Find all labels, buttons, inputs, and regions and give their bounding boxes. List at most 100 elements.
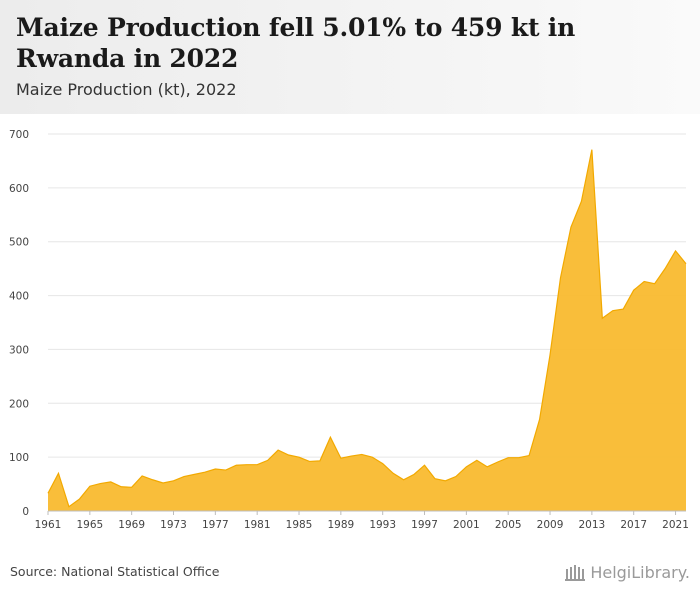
data-point: [674, 250, 676, 252]
x-tick-label: 2017: [620, 519, 647, 531]
data-point: [340, 457, 342, 459]
data-point: [633, 289, 635, 291]
area-series-line: [47, 149, 687, 508]
x-tick-label: 1961: [35, 519, 62, 531]
data-point: [319, 460, 321, 462]
data-point: [120, 486, 122, 488]
data-point: [455, 475, 457, 477]
x-tick-label: 1985: [286, 519, 313, 531]
data-point: [204, 471, 206, 473]
data-point: [381, 462, 383, 464]
y-tick-label: 600: [9, 183, 29, 195]
data-point: [256, 463, 258, 465]
data-point: [89, 485, 91, 487]
data-point: [287, 454, 289, 456]
data-point: [246, 463, 248, 465]
chart-subtitle: Maize Production (kt), 2022: [16, 80, 237, 99]
x-tick-label: 2013: [579, 519, 606, 531]
x-tick-label: 2021: [662, 519, 689, 531]
data-point: [392, 472, 394, 474]
data-point: [371, 456, 373, 458]
data-point: [99, 482, 101, 484]
data-point: [361, 453, 363, 455]
data-point: [308, 460, 310, 462]
data-point: [423, 464, 425, 466]
data-point: [298, 456, 300, 458]
data-point: [266, 459, 268, 461]
x-tick-label: 1965: [76, 519, 103, 531]
data-point: [497, 461, 499, 463]
data-point: [580, 200, 582, 202]
data-point: [193, 473, 195, 475]
data-point: [57, 472, 59, 474]
y-tick-label: 200: [9, 398, 29, 410]
x-tick-label: 2009: [537, 519, 564, 531]
y-tick-label: 500: [9, 237, 29, 249]
y-tick-label: 700: [9, 129, 29, 141]
data-point: [507, 456, 509, 458]
y-tick-label: 400: [9, 291, 29, 303]
data-point: [643, 280, 645, 282]
data-point: [653, 283, 655, 285]
x-tick-label: 2005: [495, 519, 522, 531]
logo-text: HelgiLibrary.: [590, 562, 690, 582]
data-point: [47, 492, 49, 494]
source-note: Source: National Statistical Office: [10, 564, 220, 579]
data-point: [172, 480, 174, 482]
data-point: [601, 317, 603, 319]
x-tick-label: 2001: [453, 519, 480, 531]
x-tick-label: 1989: [327, 519, 354, 531]
data-point: [465, 466, 467, 468]
x-tick-label: 1969: [118, 519, 145, 531]
data-point: [277, 449, 279, 451]
chart-area: 0 100 200 300 400 500 600 700 1961 1965 1969 1973 19…: [0, 114, 700, 554]
data-point: [162, 482, 164, 484]
area-series: [48, 149, 686, 511]
data-point: [214, 468, 216, 470]
data-point: [434, 477, 436, 479]
header: Maize Production fell 5.01% to 459 kt in…: [0, 0, 700, 114]
area-chart: 0 100 200 300 400 500 600 700 1961 1965 1969 1973 19…: [9, 129, 689, 531]
data-point: [612, 309, 614, 311]
library-building-icon: [565, 565, 586, 581]
data-point: [141, 475, 143, 477]
chart-title: Maize Production fell 5.01% to 459 kt in…: [16, 13, 576, 73]
data-point: [549, 354, 551, 356]
data-point: [486, 466, 488, 468]
data-point: [559, 277, 561, 279]
x-tick-label: 1981: [244, 519, 271, 531]
helgi-library-logo[interactable]: HelgiLibrary.: [564, 561, 690, 583]
x-tick-label: 1977: [202, 519, 229, 531]
data-point: [685, 263, 687, 265]
y-tick-label: 300: [9, 344, 29, 356]
data-point: [110, 481, 112, 483]
data-point: [476, 459, 478, 461]
data-point: [78, 498, 80, 500]
data-point: [413, 473, 415, 475]
grid-layer: [48, 133, 686, 512]
data-point: [151, 479, 153, 481]
data-point: [130, 486, 132, 488]
data-point: [622, 308, 624, 310]
data-point: [183, 475, 185, 477]
data-point: [235, 464, 237, 466]
data-point: [402, 479, 404, 481]
data-point: [225, 469, 227, 471]
data-point: [538, 418, 540, 420]
y-tick-label: 100: [9, 452, 29, 464]
area-layer: [47, 148, 687, 511]
data-point: [68, 505, 70, 507]
data-point: [350, 455, 352, 457]
axis-layer: 0 100 200 300 400 500 600 700 1961 1965 1969 1973 19…: [9, 129, 689, 531]
data-point: [591, 148, 593, 150]
x-tick-label: 1973: [160, 519, 187, 531]
data-point: [444, 480, 446, 482]
data-point: [329, 436, 331, 438]
x-tick-label: 1993: [369, 519, 396, 531]
x-tick-label: 1997: [411, 519, 438, 531]
data-point: [517, 456, 519, 458]
data-point: [528, 454, 530, 456]
data-point: [570, 226, 572, 228]
data-point: [664, 267, 666, 269]
y-tick-label: 0: [22, 506, 29, 518]
